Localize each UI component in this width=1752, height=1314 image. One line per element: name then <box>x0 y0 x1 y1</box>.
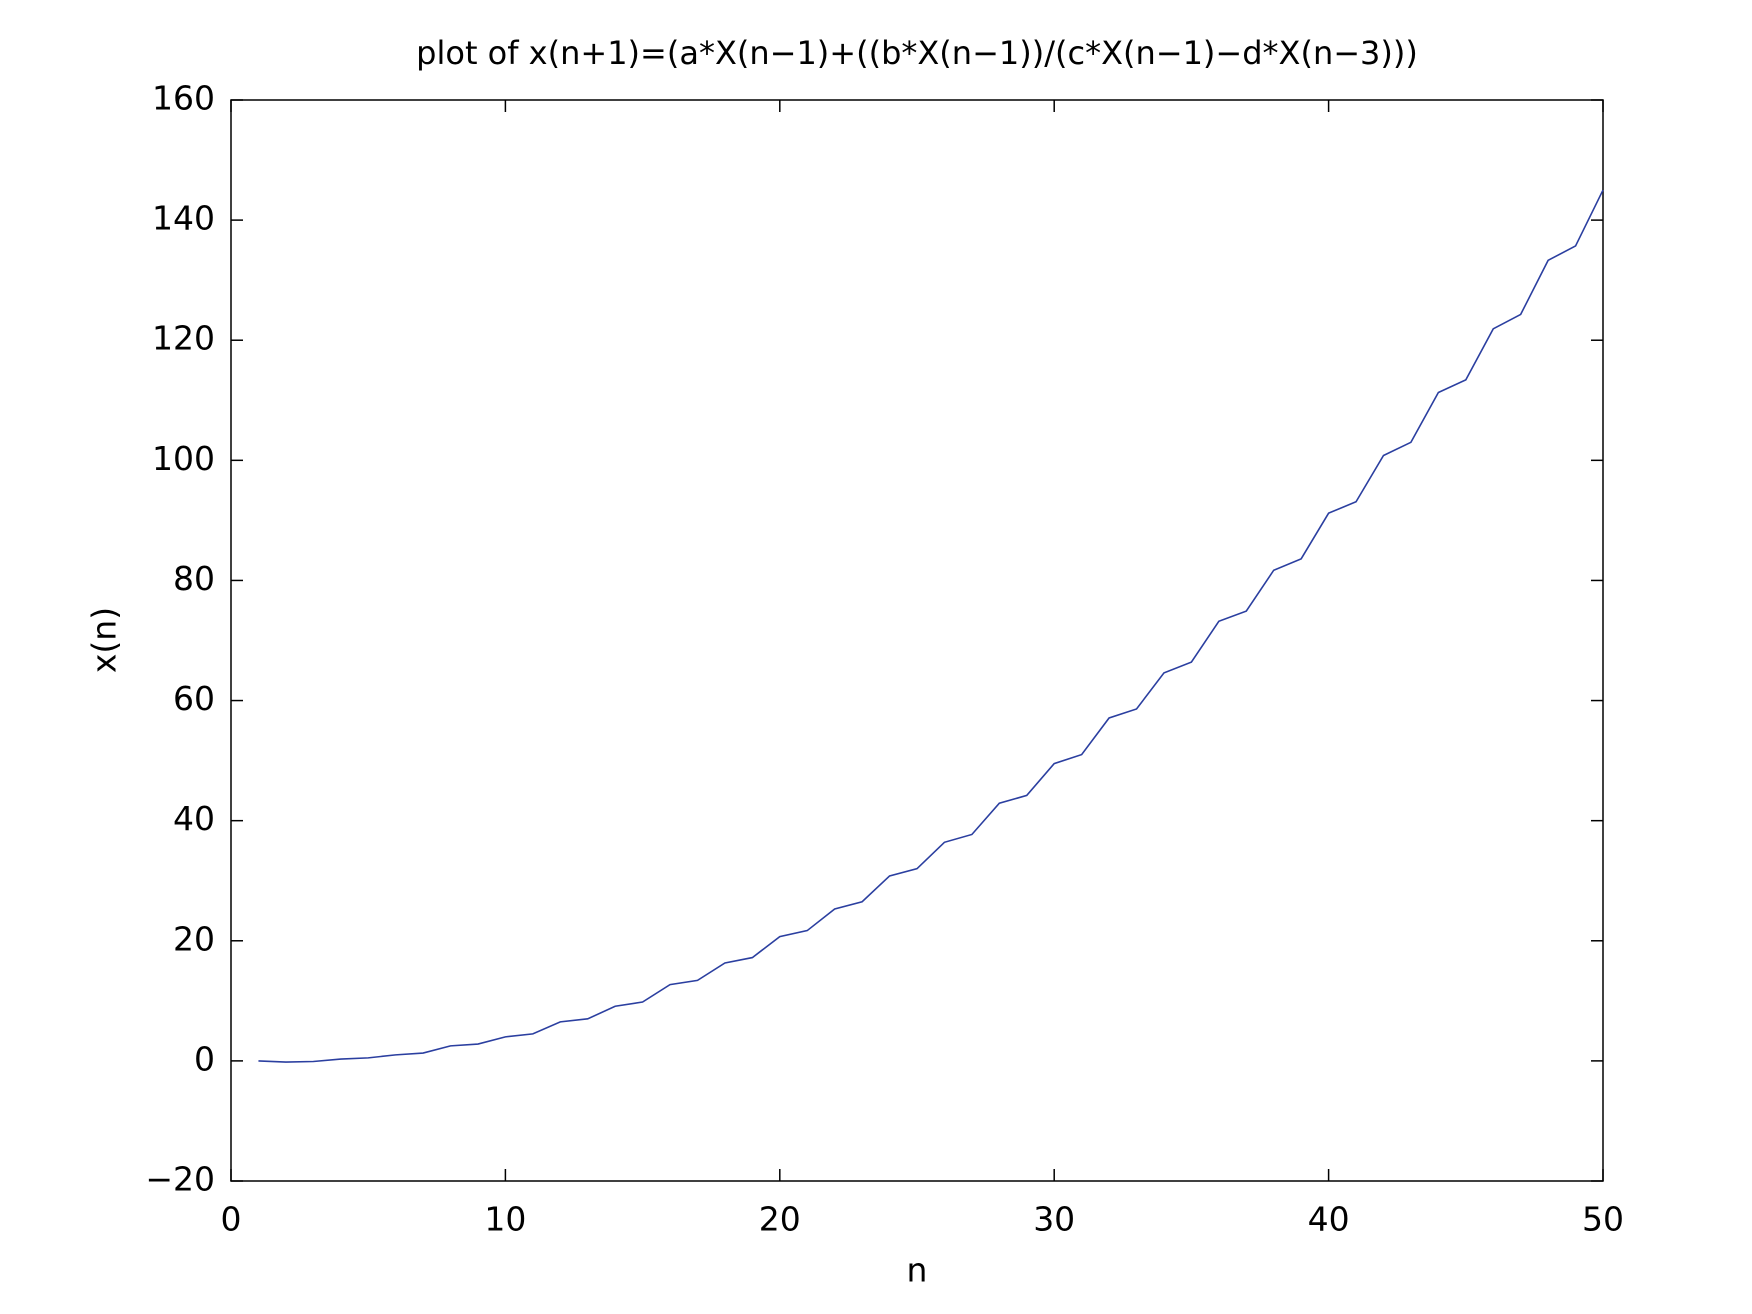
y-tick-label: 20 <box>173 919 215 958</box>
y-tick-label: 80 <box>173 559 215 598</box>
x-tick-label: 40 <box>1308 1200 1350 1239</box>
y-tick-label: 0 <box>194 1039 215 1078</box>
y-tick-label: 140 <box>152 199 215 238</box>
y-tick-label: 40 <box>173 799 215 838</box>
x-axis-label: n <box>907 1251 928 1290</box>
x-tick-label: 20 <box>759 1200 801 1239</box>
y-tick-label: 60 <box>173 679 215 718</box>
y-tick-label: 100 <box>152 439 215 478</box>
y-tick-label: 120 <box>152 319 215 358</box>
plot-frame <box>230 99 1604 1182</box>
y-tick-label: 160 <box>152 79 215 118</box>
y-tick-label: −20 <box>145 1160 215 1199</box>
x-tick-label: 30 <box>1033 1200 1075 1239</box>
y-axis-label: x(n) <box>85 607 124 673</box>
x-tick-label: 10 <box>484 1200 526 1239</box>
x-tick-label: 0 <box>221 1200 242 1239</box>
data-line <box>258 189 1604 1063</box>
x-tick-label: 50 <box>1582 1200 1624 1239</box>
chart-title: plot of x(n+1)=(a*X(n−1)+((b*X(n−1))/(c*… <box>416 34 1418 72</box>
